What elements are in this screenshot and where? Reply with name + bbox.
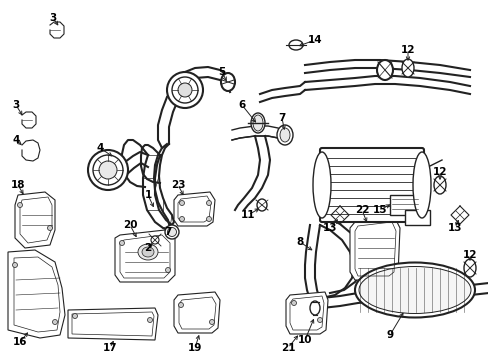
Ellipse shape (138, 244, 158, 260)
Ellipse shape (179, 216, 184, 221)
Polygon shape (174, 292, 220, 333)
Ellipse shape (18, 202, 22, 207)
Ellipse shape (151, 236, 159, 244)
FancyBboxPatch shape (319, 148, 423, 222)
Polygon shape (174, 192, 215, 226)
Text: 5: 5 (218, 67, 225, 77)
Text: 2: 2 (144, 243, 151, 253)
Ellipse shape (358, 266, 470, 314)
Text: 13: 13 (447, 223, 461, 233)
Text: 3: 3 (49, 13, 57, 23)
Ellipse shape (250, 113, 264, 133)
Ellipse shape (88, 150, 128, 190)
Ellipse shape (147, 318, 152, 323)
Ellipse shape (93, 155, 123, 185)
Ellipse shape (52, 320, 58, 324)
Text: 17: 17 (102, 343, 117, 353)
Ellipse shape (376, 60, 392, 80)
Text: 7: 7 (164, 227, 171, 237)
Text: 7: 7 (278, 113, 285, 123)
Ellipse shape (312, 152, 330, 218)
Ellipse shape (119, 240, 124, 246)
Text: 4: 4 (96, 143, 103, 153)
Ellipse shape (280, 128, 289, 142)
Ellipse shape (291, 301, 296, 306)
Ellipse shape (72, 314, 77, 319)
Ellipse shape (178, 83, 192, 97)
Text: 16: 16 (13, 337, 27, 347)
Ellipse shape (463, 259, 475, 277)
Ellipse shape (221, 73, 235, 91)
Ellipse shape (209, 320, 214, 324)
Ellipse shape (412, 152, 430, 218)
Ellipse shape (167, 72, 203, 108)
Text: 14: 14 (307, 35, 322, 45)
Text: 21: 21 (280, 343, 295, 353)
Text: 1: 1 (144, 190, 151, 200)
Text: 15: 15 (372, 205, 386, 215)
Text: 23: 23 (170, 180, 185, 190)
Polygon shape (15, 192, 55, 248)
Ellipse shape (164, 225, 179, 239)
Text: 22: 22 (354, 205, 368, 215)
Ellipse shape (179, 201, 184, 206)
Ellipse shape (317, 318, 322, 323)
Ellipse shape (252, 115, 263, 131)
Polygon shape (8, 250, 65, 338)
Ellipse shape (354, 262, 474, 318)
Ellipse shape (288, 40, 303, 50)
Polygon shape (115, 230, 175, 282)
Text: 13: 13 (322, 223, 337, 233)
Polygon shape (68, 308, 158, 340)
Text: 20: 20 (122, 220, 137, 230)
Bar (389, 195, 419, 215)
Polygon shape (285, 292, 327, 334)
Ellipse shape (257, 199, 266, 211)
Text: 12: 12 (400, 45, 414, 55)
Ellipse shape (206, 216, 211, 221)
Ellipse shape (433, 176, 445, 194)
Text: 12: 12 (432, 167, 447, 177)
Text: 6: 6 (238, 100, 245, 110)
Text: 8: 8 (296, 237, 303, 247)
Ellipse shape (13, 262, 18, 267)
Ellipse shape (178, 302, 183, 307)
Ellipse shape (99, 161, 117, 179)
Text: 10: 10 (297, 335, 312, 345)
Bar (404, 210, 429, 225)
Ellipse shape (142, 247, 154, 257)
Ellipse shape (276, 125, 292, 145)
Text: 19: 19 (187, 343, 202, 353)
Ellipse shape (47, 225, 52, 230)
Ellipse shape (206, 201, 211, 206)
Text: 18: 18 (11, 180, 25, 190)
Ellipse shape (165, 267, 170, 273)
Text: 12: 12 (462, 250, 476, 260)
Ellipse shape (172, 77, 198, 103)
Text: 9: 9 (386, 330, 393, 340)
Ellipse shape (401, 59, 413, 77)
Text: 11: 11 (240, 210, 255, 220)
Text: 4: 4 (12, 135, 20, 145)
Ellipse shape (167, 228, 176, 237)
Polygon shape (349, 218, 399, 280)
Ellipse shape (309, 301, 319, 315)
Text: 3: 3 (12, 100, 20, 110)
